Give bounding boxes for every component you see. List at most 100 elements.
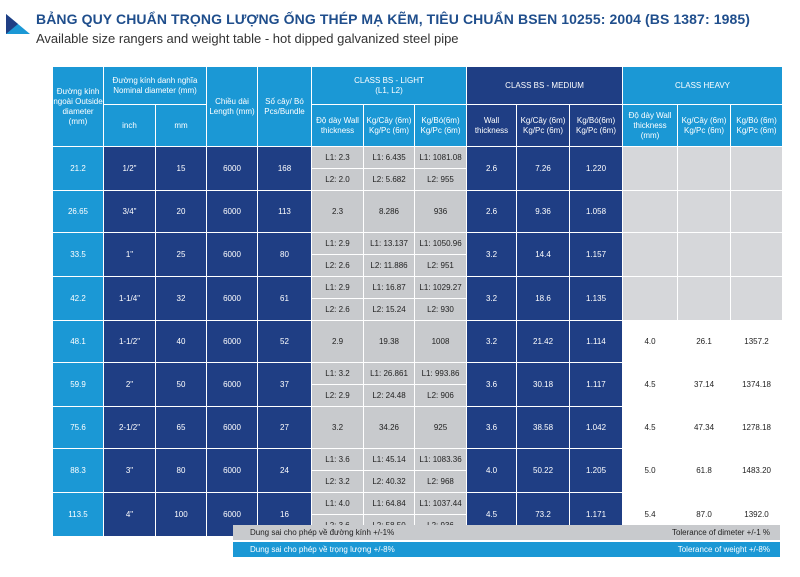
cell-outside-diameter: 21.2 [52,146,104,191]
table-row: 59.9 2" 50 6000 37 L1: 3.2 L1: 26.861 L1: 993.8… [52,362,784,407]
header-heavy-kg-bundle: Kg/Bó (6m) Kg/Pc (6m) [730,104,784,147]
table-row-sub: L2: 2.6 L2: 11.886 L2: 951 [53,254,783,277]
cell-pcs-bundle: 168 [257,146,312,191]
cell-pcs-bundle: 37 [257,362,312,407]
cell-length: 6000 [206,276,258,321]
cell-outside-diameter: 42.2 [52,276,104,321]
table-row: 21.2 1/2" 15 6000 168 L1: 2.3 L1: 6.435 L1: 108… [52,146,784,191]
cell-medium-kg-bundle: 1.114 [569,320,624,363]
cell-light-wall: L2: 2.9 [311,384,364,407]
cell-light-wall: L1: 2.9 [311,232,364,255]
cell-inch: 1-1/4" [103,276,156,321]
weight-table: Đường kính ngoài Outside diameter (mm) Đ… [52,66,784,537]
cell-light-kg-pc: 19.38 [363,320,415,363]
table-row: 88.3 3" 80 6000 24 L1: 3.6 L1: 45.14 L1: 1083.3… [52,448,784,493]
cell-light-kg-pc: L1: 26.861 [363,362,415,385]
cell-heavy-kg-pc: 26.1 [677,320,732,363]
cell-light-wall: 2.9 [311,320,364,363]
cell-medium-wall: 3.6 [466,406,518,449]
table-row-sub: L2: 2.0 L2: 5.682 L2: 955 [53,168,783,191]
cell-outside-diameter: 59.9 [52,362,104,407]
cell-light-wall: L2: 2.6 [311,298,364,321]
cell-medium-kg-bundle: 1.220 [569,146,624,191]
cell-light-kg-pc: L2: 40.32 [363,470,415,493]
header-inch: inch [103,104,156,147]
cell-light-kg-pc: 34.26 [363,406,415,449]
header-medium-kg-bundle: Kg/Bó(6m) Kg/Pc (6m) [569,104,624,147]
cell-light-wall: L2: 2.6 [311,254,364,277]
header-medium-kg-pc: Kg/Cây (6m) Kg/Pc (6m) [516,104,571,147]
cell-medium-kg-bundle: 1.205 [569,448,624,493]
cell-inch: 3/4" [103,190,156,233]
cell-mm: 25 [155,232,207,277]
cell-heavy-kg-bundle [730,146,784,191]
cell-heavy-kg-pc [677,232,732,277]
cell-inch: 2-1/2" [103,406,156,449]
cell-medium-kg-pc: 9.36 [516,190,571,233]
cell-inch: 3" [103,448,156,493]
table-row: 33.5 1" 25 6000 80 L1: 2.9 L1: 13.137 L1: 1050.… [52,232,784,277]
page-title: BẢNG QUY CHUẨN TRỌNG LƯỢNG ỐNG THÉP MẠ K… [36,11,750,27]
cell-outside-diameter: 26.65 [52,190,104,233]
cell-light-kg-bundle: L1: 1037.44 [413,492,468,515]
cell-medium-wall: 2.6 [466,190,518,233]
cell-mm: 15 [155,146,207,191]
cell-light-kg-pc: L1: 16.87 [363,276,415,299]
cell-light-kg-pc: L2: 5.682 [363,168,415,191]
cell-medium-wall: 4.0 [466,448,518,493]
cell-mm: 32 [155,276,207,321]
cell-pcs-bundle: 80 [257,232,312,277]
cell-light-wall: 3.2 [311,406,364,449]
cell-heavy-wall [622,276,679,321]
cell-medium-wall: 3.2 [466,232,518,277]
cell-medium-kg-pc: 7.26 [516,146,571,191]
cell-length: 6000 [206,190,258,233]
header-class-light: CLASS BS - LIGHT (L1, L2) [310,66,468,105]
cell-inch: 1" [103,232,156,277]
header-light-wall: Độ dày Wall thickness [311,104,364,147]
cell-light-kg-bundle: 936 [413,190,468,233]
header-outside-diameter: Đường kính ngoài Outside diameter (mm) [52,66,104,147]
cell-medium-kg-pc: 21.42 [516,320,571,363]
table-row: 42.2 1-1/4" 32 6000 61 L1: 2.9 L1: 16.87 L1: 10… [52,276,784,321]
cell-medium-wall: 2.6 [466,146,518,191]
cell-mm: 80 [155,448,207,493]
cell-length: 6000 [206,232,258,277]
cell-medium-kg-bundle: 1.058 [569,190,624,233]
cell-light-kg-bundle: L2: 930 [413,298,468,321]
tolerance-diameter: Dung sai cho phép về đường kính +/-1% To… [233,525,780,540]
cell-heavy-kg-pc: 61.8 [677,448,732,493]
brand-logo-icon [6,14,30,34]
cell-medium-kg-bundle: 1.135 [569,276,624,321]
cell-medium-wall: 3.6 [466,362,518,407]
tolerance-diameter-en: Tolerance of dimeter +/-1 % [671,528,770,537]
cell-medium-kg-pc: 38.58 [516,406,571,449]
cell-length: 6000 [206,320,258,363]
header-class-heavy: CLASS HEAVY [622,66,784,105]
table-row: 26.65 3/4" 20 6000 113 2.3 8.286 936 2.6 9.36 1.05… [52,190,784,233]
cell-outside-diameter: 33.5 [52,232,104,277]
cell-light-kg-pc: L2: 15.24 [363,298,415,321]
cell-light-kg-bundle: 925 [413,406,468,449]
header-light-kg-pc: Kg/Cây (6m) Kg/Pc (6m) [363,104,415,147]
cell-heavy-kg-pc: 37.14 [677,362,732,407]
cell-mm: 50 [155,362,207,407]
cell-heavy-wall: 4.0 [622,320,679,363]
table-row-sub: L2: 2.9 L2: 24.48 L2: 906 [53,384,783,407]
cell-pcs-bundle: 27 [257,406,312,449]
cell-heavy-kg-bundle: 1374.18 [730,362,784,407]
table-row: 75.6 2-1/2" 65 6000 27 3.2 34.26 925 3.6 38.58 1.0… [52,406,784,449]
cell-outside-diameter: 48.1 [52,320,104,363]
cell-length: 6000 [206,362,258,407]
cell-inch: 1/2" [103,146,156,191]
cell-heavy-wall [622,146,679,191]
cell-mm: 65 [155,406,207,449]
cell-medium-kg-bundle: 1.157 [569,232,624,277]
header-pcs-bundle: Số cây/ Bó Pcs/Bundle [257,66,312,147]
table-row: 48.1 1-1/2" 40 6000 52 2.9 19.38 1008 3.2 21.42 1.… [52,320,784,363]
cell-length: 6000 [206,406,258,449]
cell-light-kg-pc: L2: 11.886 [363,254,415,277]
cell-length: 6000 [206,146,258,191]
header-class-medium: CLASS BS - MEDIUM [466,66,624,105]
cell-light-kg-bundle: L1: 1050.96 [413,232,468,255]
